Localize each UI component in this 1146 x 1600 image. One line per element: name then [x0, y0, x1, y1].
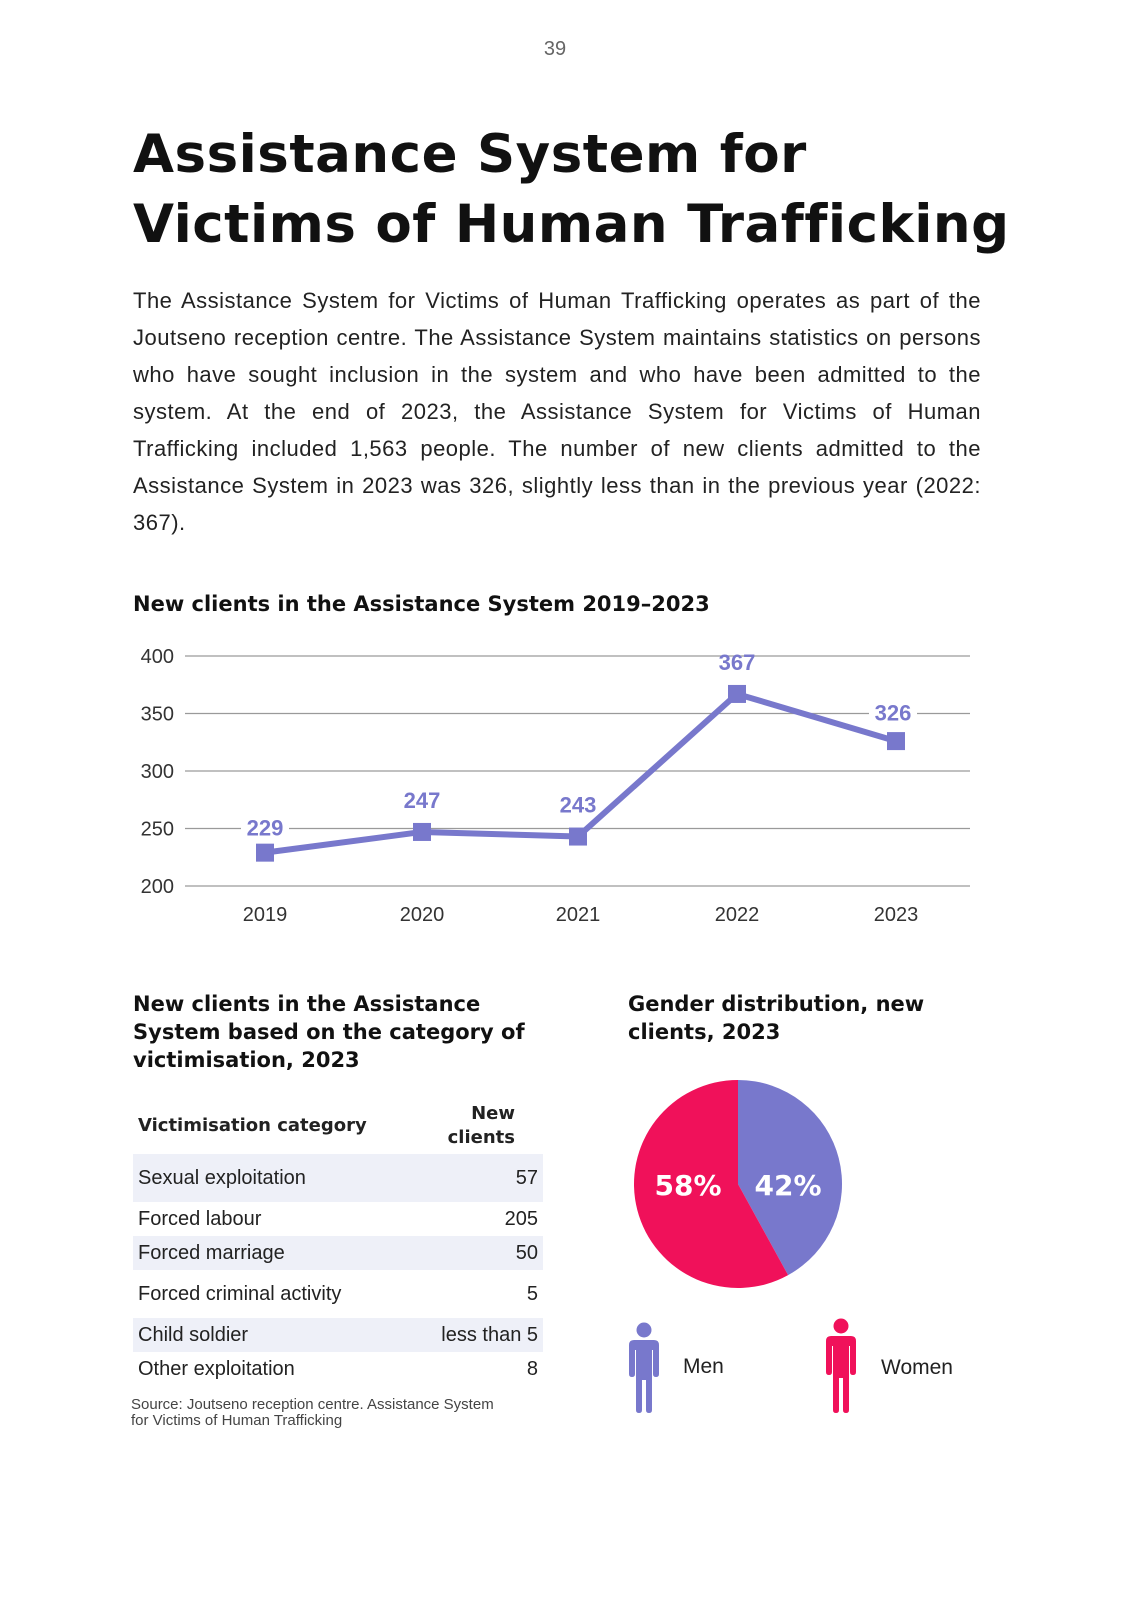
- table-row: Forced criminal activity 5: [133, 1270, 543, 1318]
- table-row: Child soldier less than 5: [133, 1318, 543, 1352]
- row-category: Sexual exploitation: [133, 1154, 393, 1202]
- x-tick-label: 2021: [556, 904, 601, 926]
- legend-women-label: Women: [881, 1356, 953, 1379]
- data-label: 243: [560, 793, 597, 818]
- data-point: [256, 843, 274, 862]
- y-tick-label: 250: [141, 819, 174, 841]
- header-new-clients: New clients: [447, 1103, 515, 1148]
- intro-paragraph: The Assistance System for Victims of Hum…: [133, 288, 981, 535]
- person-icon-body: [826, 1336, 856, 1413]
- row-clients: 8: [526, 1358, 538, 1380]
- table-row: Forced marriage 50: [133, 1236, 543, 1270]
- page-number: 39: [543, 38, 567, 60]
- x-tick-label: 2019: [243, 904, 288, 926]
- data-label-bg: [241, 813, 289, 842]
- row-clients: 50: [393, 1236, 543, 1270]
- pie-label-women: 58%: [654, 1169, 721, 1202]
- pie-slice-women: [634, 1080, 789, 1288]
- data-label: 247: [404, 788, 441, 813]
- x-tick-label: 2023: [874, 904, 919, 926]
- person-icon-head: [833, 1318, 849, 1334]
- data-point: [569, 827, 587, 846]
- table-row: Forced labour 205: [133, 1202, 543, 1236]
- person-icon: [629, 1322, 659, 1413]
- y-tick-label: 400: [141, 646, 174, 668]
- pie-chart-title: Gender distribution, new clients, 2023: [628, 992, 925, 1044]
- data-point: [887, 732, 905, 751]
- line-chart-title: New clients in the Assistance System 201…: [133, 592, 710, 616]
- data-point: [728, 684, 746, 703]
- row-category: Forced criminal activity: [138, 1283, 342, 1305]
- x-tick-label: 2020: [400, 904, 445, 926]
- row-clients: 205: [504, 1208, 538, 1230]
- pie-slice-men: [738, 1080, 843, 1276]
- source-note: Source: Joutseno reception centre. Assis…: [131, 1396, 494, 1429]
- line-chart: 200 250 300 350 400 2019 2020 2021 2022 2023 229 24…: [141, 646, 970, 926]
- data-label: 326: [875, 701, 912, 726]
- table-row: Other exploitation 8: [133, 1352, 543, 1386]
- data-point: [413, 822, 431, 841]
- pie-label-men: 42%: [754, 1169, 821, 1202]
- data-label-bg: [869, 698, 917, 727]
- table-row: Sexual exploitation 57: [133, 1154, 543, 1202]
- data-label: 229: [247, 816, 284, 841]
- y-tick-label: 200: [141, 876, 174, 898]
- header-category: Victimisation category: [138, 1115, 367, 1136]
- victimisation-table: Victimisation category New clients Sexua…: [133, 1098, 543, 1386]
- person-icon: [826, 1318, 856, 1413]
- table-title: New clients in the Assistance System bas…: [133, 992, 525, 1072]
- row-clients: less than 5: [393, 1318, 543, 1352]
- y-tick-label: 300: [141, 761, 174, 783]
- row-clients: 57: [393, 1154, 543, 1202]
- row-category: Forced labour: [138, 1208, 262, 1230]
- x-tick-label: 2022: [715, 904, 760, 926]
- row-clients: 5: [526, 1283, 538, 1305]
- data-label: 367: [719, 650, 756, 675]
- pie-chart: 42% 58%: [634, 1080, 843, 1288]
- page-title: Assistance System for Victims of Human T…: [133, 124, 1010, 255]
- y-tick-label: 350: [141, 704, 174, 726]
- row-category: Other exploitation: [138, 1358, 295, 1380]
- person-icon-head: [636, 1322, 652, 1338]
- row-category: Forced marriage: [133, 1236, 393, 1270]
- row-category: Child soldier: [133, 1318, 393, 1352]
- table-header-row: Victimisation category New clients: [133, 1098, 543, 1154]
- person-icon-body: [629, 1340, 659, 1413]
- legend-men-label: Men: [683, 1355, 724, 1378]
